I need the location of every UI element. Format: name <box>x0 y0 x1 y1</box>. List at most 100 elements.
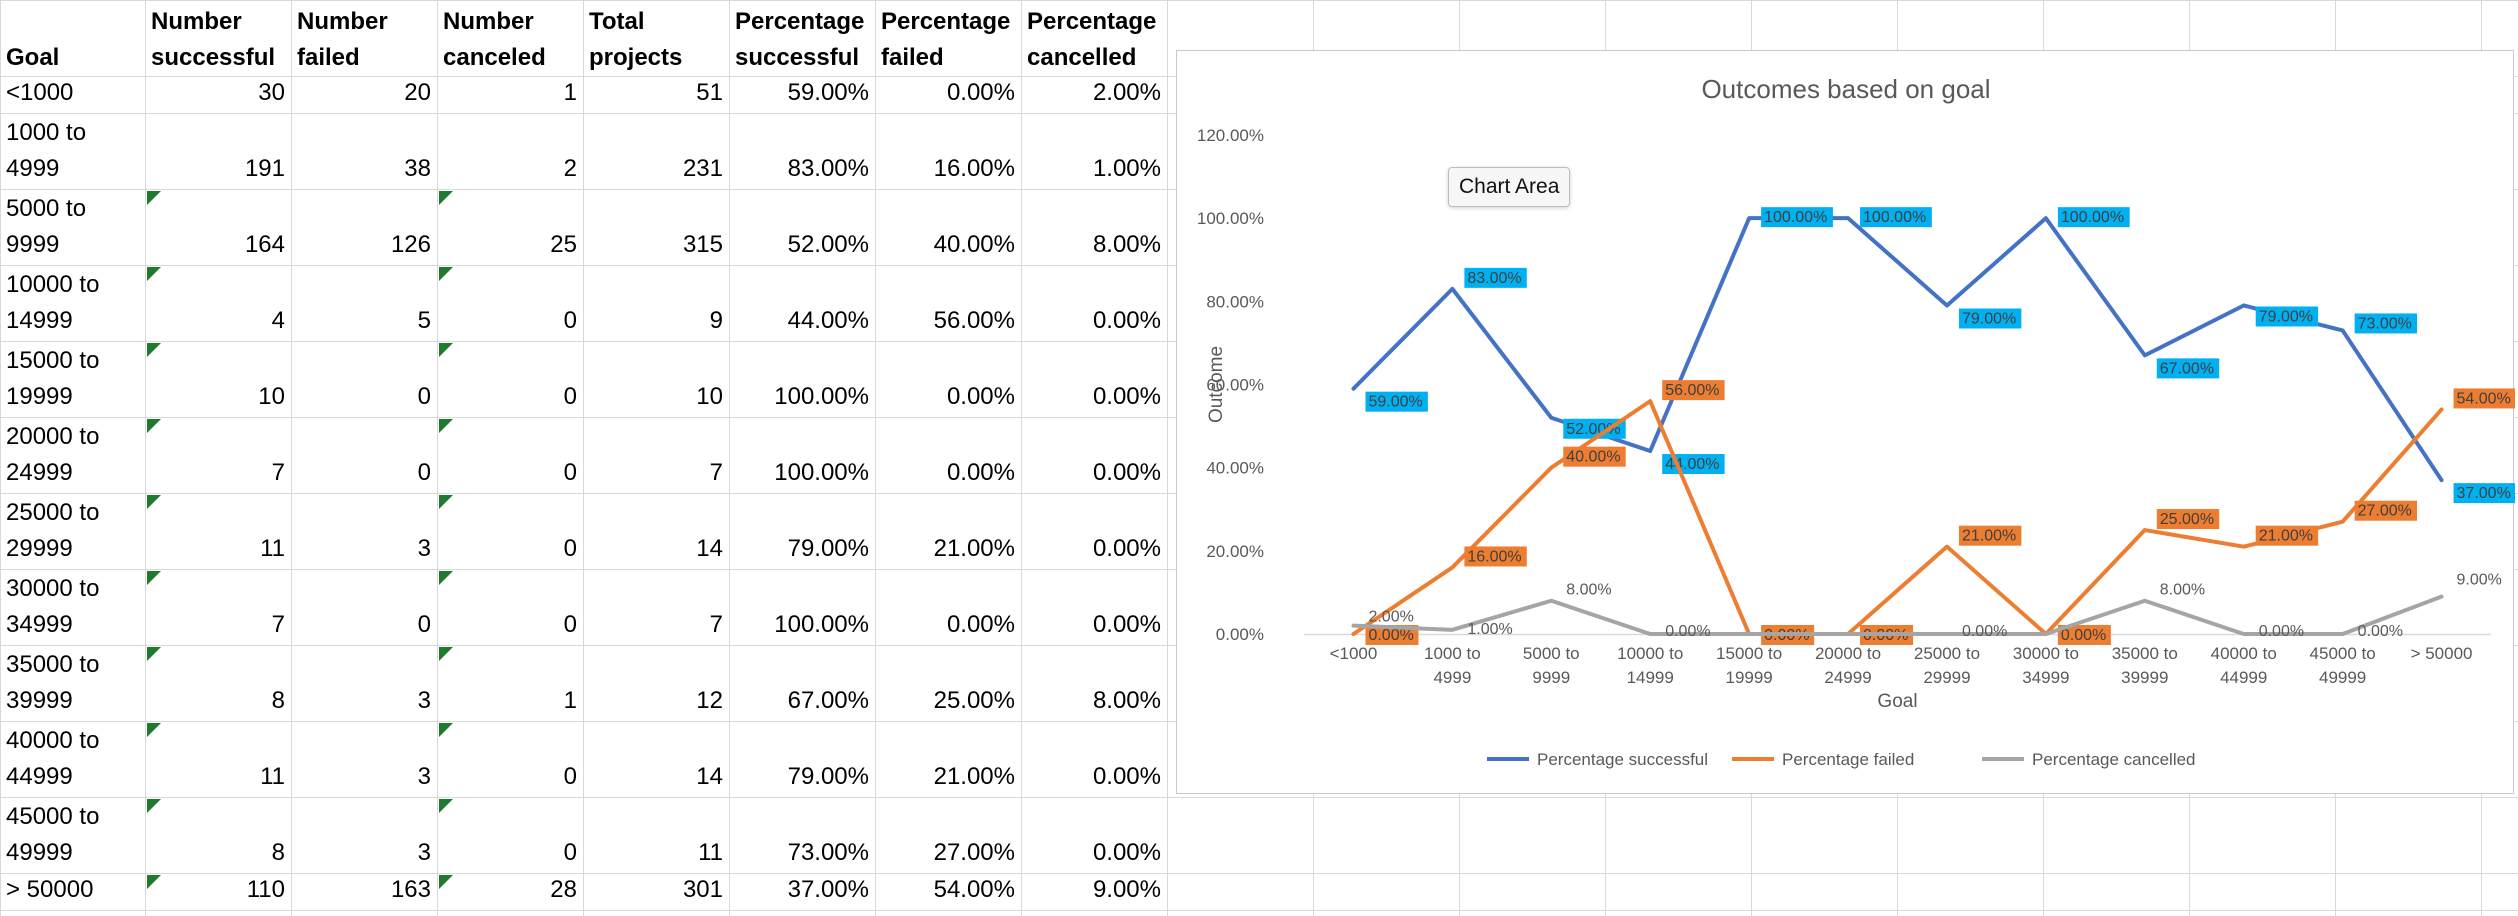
data-point[interactable] <box>1450 287 1454 291</box>
value-cell[interactable]: 11 <box>260 763 285 790</box>
value-cell[interactable]: 100.00% <box>774 611 869 638</box>
value-cell[interactable]: 83.00% <box>787 155 869 182</box>
value-cell[interactable]: 7 <box>271 459 285 486</box>
value-cell[interactable]: 0.00% <box>1092 763 1161 790</box>
data-point[interactable] <box>2341 328 2345 332</box>
value-cell[interactable]: 0.00% <box>946 611 1015 638</box>
data-point[interactable] <box>2242 303 2246 307</box>
goal-cell[interactable]: 30000 to <box>6 575 100 602</box>
data-point[interactable] <box>1351 387 1355 391</box>
goal-cell[interactable]: > 50000 <box>6 876 94 903</box>
header-cell[interactable]: successful <box>735 44 860 71</box>
value-cell[interactable]: 11 <box>698 839 723 866</box>
value-cell[interactable]: 44.00% <box>787 307 869 334</box>
series-line[interactable] <box>1351 399 2444 636</box>
header-cell[interactable]: Percentage <box>1027 8 1157 35</box>
value-cell[interactable]: 28 <box>550 876 577 903</box>
chart-area[interactable]: Outcomes based on goal 0.00% 20.00% 40.00% 6… <box>1176 50 2515 794</box>
value-cell[interactable]: 27.00% <box>933 839 1015 866</box>
value-cell[interactable]: 126 <box>390 231 431 258</box>
value-cell[interactable]: 0 <box>563 383 577 410</box>
value-cell[interactable]: 40.00% <box>933 231 1015 258</box>
error-indicator[interactable] <box>147 723 161 737</box>
data-point[interactable] <box>1945 303 1949 307</box>
header-cell[interactable]: Percentage <box>735 8 865 35</box>
error-indicator[interactable] <box>439 191 453 205</box>
error-indicator[interactable] <box>439 495 453 509</box>
value-cell[interactable]: 30 <box>258 79 285 106</box>
error-indicator[interactable] <box>439 875 453 889</box>
error-indicator[interactable] <box>147 191 161 205</box>
header-cell[interactable]: Number <box>297 8 388 35</box>
goal-cell[interactable]: 49999 <box>6 839 73 866</box>
error-indicator[interactable] <box>439 419 453 433</box>
goal-cell[interactable]: 35000 to <box>6 651 100 678</box>
value-cell[interactable]: 0 <box>417 611 431 638</box>
value-cell[interactable]: 3 <box>417 763 431 790</box>
value-cell[interactable]: 8 <box>271 839 285 866</box>
error-indicator[interactable] <box>147 875 161 889</box>
value-cell[interactable]: 38 <box>404 155 431 182</box>
data-point[interactable] <box>1747 632 1751 636</box>
value-cell[interactable]: 10 <box>696 383 723 410</box>
value-cell[interactable]: 25 <box>550 231 577 258</box>
value-cell[interactable]: 52.00% <box>787 231 869 258</box>
error-indicator[interactable] <box>147 571 161 585</box>
data-point[interactable] <box>1945 632 1949 636</box>
value-cell[interactable]: 0 <box>563 459 577 486</box>
data-point[interactable] <box>1648 449 1652 453</box>
value-cell[interactable]: 0 <box>417 383 431 410</box>
error-indicator[interactable] <box>147 647 161 661</box>
value-cell[interactable]: 79.00% <box>787 763 869 790</box>
value-cell[interactable]: 191 <box>244 155 285 182</box>
value-cell[interactable]: 3 <box>417 535 431 562</box>
value-cell[interactable]: 2 <box>563 155 577 182</box>
series-line[interactable] <box>1351 216 2444 483</box>
value-cell[interactable]: 4 <box>271 307 285 334</box>
goal-cell[interactable]: 45000 to <box>6 803 100 830</box>
value-cell[interactable]: 10 <box>258 383 285 410</box>
value-cell[interactable]: 16.00% <box>933 155 1015 182</box>
value-cell[interactable]: 164 <box>244 231 285 258</box>
data-point[interactable] <box>2341 632 2345 636</box>
value-cell[interactable]: 0.00% <box>946 383 1015 410</box>
value-cell[interactable]: 37.00% <box>787 876 869 903</box>
data-point[interactable] <box>1549 466 1553 470</box>
value-cell[interactable]: 231 <box>682 155 723 182</box>
error-indicator[interactable] <box>147 343 161 357</box>
value-cell[interactable]: 0.00% <box>1092 535 1161 562</box>
error-indicator[interactable] <box>439 571 453 585</box>
header-cell[interactable]: projects <box>589 44 683 71</box>
error-indicator[interactable] <box>439 343 453 357</box>
value-cell[interactable]: 14 <box>696 535 723 562</box>
error-indicator[interactable] <box>147 419 161 433</box>
value-cell[interactable]: 0.00% <box>946 459 1015 486</box>
value-cell[interactable]: 0.00% <box>1092 459 1161 486</box>
data-point[interactable] <box>1549 599 1553 603</box>
value-cell[interactable]: 56.00% <box>933 307 1015 334</box>
error-indicator[interactable] <box>147 267 161 281</box>
value-cell[interactable]: 0.00% <box>1092 383 1161 410</box>
header-cell[interactable]: Total <box>589 8 645 35</box>
value-cell[interactable]: 20 <box>404 79 431 106</box>
goal-cell[interactable]: 44999 <box>6 763 73 790</box>
value-cell[interactable]: 0 <box>563 535 577 562</box>
value-cell[interactable]: 59.00% <box>787 79 869 106</box>
value-cell[interactable]: 1 <box>563 687 577 714</box>
value-cell[interactable]: 110 <box>246 876 285 903</box>
value-cell[interactable]: 315 <box>682 231 723 258</box>
header-cell[interactable]: canceled <box>443 44 546 71</box>
value-cell[interactable]: 0.00% <box>1092 307 1161 334</box>
value-cell[interactable]: 7 <box>709 611 723 638</box>
legend-entry[interactable]: Percentage failed <box>1732 750 1914 769</box>
value-cell[interactable]: 67.00% <box>787 687 869 714</box>
data-point[interactable] <box>2242 632 2246 636</box>
goal-cell[interactable]: 39999 <box>6 687 73 714</box>
header-cell[interactable]: Goal <box>6 44 60 71</box>
value-cell[interactable]: 21.00% <box>933 535 1015 562</box>
value-cell[interactable]: 2.00% <box>1092 79 1161 106</box>
value-cell[interactable]: 0 <box>563 839 577 866</box>
goal-cell[interactable]: 10000 to <box>6 271 100 298</box>
data-point[interactable] <box>1648 632 1652 636</box>
value-cell[interactable]: 301 <box>682 876 723 903</box>
